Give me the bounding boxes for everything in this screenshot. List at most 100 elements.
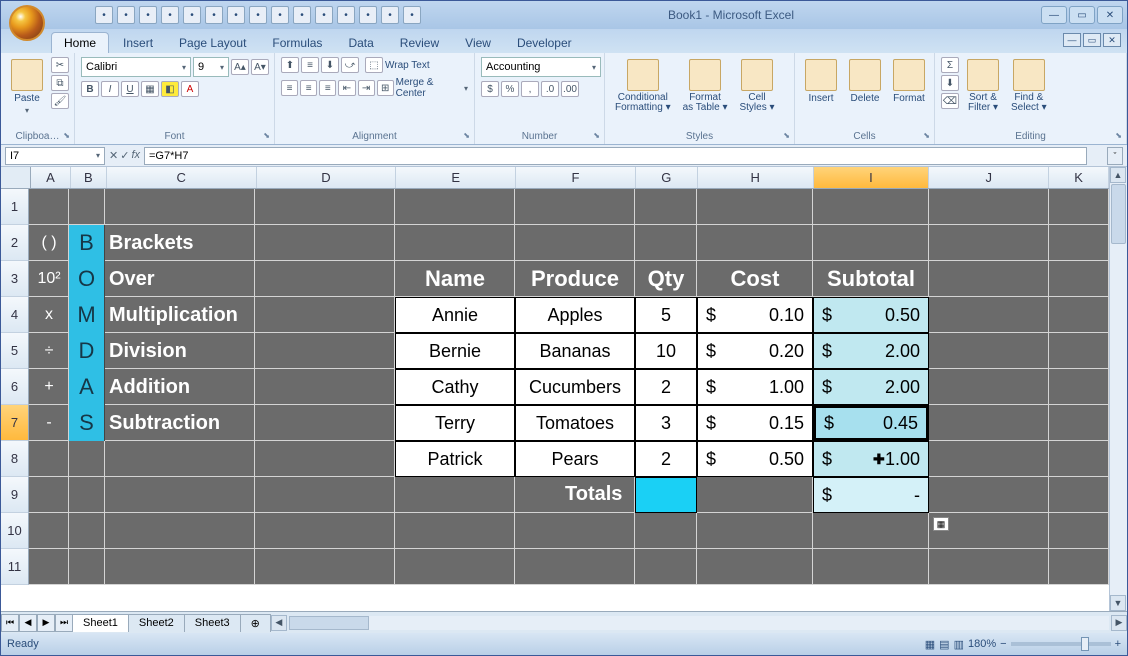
expand-formula-bar[interactable]: ˇ <box>1107 147 1123 165</box>
table-cell[interactable]: 10 <box>635 333 697 369</box>
orientation-icon[interactable]: ⤻ <box>341 57 359 73</box>
row-header-2[interactable]: 2 <box>1 225 29 261</box>
zoom-in-button[interactable]: + <box>1115 638 1121 650</box>
paste-icon[interactable]: • <box>249 6 267 24</box>
name-box[interactable]: I7▾ <box>5 147 105 165</box>
scroll-up-arrow[interactable]: ▲ <box>1110 167 1126 183</box>
row-header-8[interactable]: 8 <box>1 441 29 477</box>
table-cell[interactable]: $1.00 <box>697 369 813 405</box>
table-cell[interactable]: Bananas <box>515 333 635 369</box>
tab-review[interactable]: Review <box>388 33 451 53</box>
table-cell[interactable]: $1.00 <box>813 441 929 477</box>
indent-dec-icon[interactable]: ⇤ <box>338 80 355 96</box>
maximize-button[interactable]: ▭ <box>1069 6 1095 24</box>
minimize-button[interactable]: — <box>1041 6 1067 24</box>
row-header-7[interactable]: 7 <box>1 405 29 441</box>
cancel-formula-icon[interactable]: ✕ <box>109 149 118 162</box>
save-icon[interactable]: • <box>95 6 113 24</box>
row-header-11[interactable]: 11 <box>1 549 29 585</box>
mail-icon[interactable]: • <box>381 6 399 24</box>
view-normal-icon[interactable]: ▦ <box>925 638 935 651</box>
tab-view[interactable]: View <box>453 33 503 53</box>
print-icon[interactable]: • <box>161 6 179 24</box>
scroll-down-arrow[interactable]: ▼ <box>1110 595 1126 611</box>
col-header-D[interactable]: D <box>257 167 397 188</box>
chart-icon[interactable]: • <box>337 6 355 24</box>
zoom-slider[interactable] <box>1011 642 1111 646</box>
table-cell[interactable]: 5 <box>635 297 697 333</box>
table-cell[interactable]: Cathy <box>395 369 515 405</box>
format-painter-icon[interactable]: 🖌 <box>51 93 69 109</box>
col-header-G[interactable]: G <box>636 167 698 188</box>
select-all-corner[interactable] <box>1 167 31 188</box>
conditional-formatting-button[interactable]: ConditionalFormatting ▾ <box>611 57 675 115</box>
new-icon[interactable]: • <box>205 6 223 24</box>
table-cell[interactable]: $0.10 <box>697 297 813 333</box>
table-cell[interactable]: 3 <box>635 405 697 441</box>
hscroll-thumb[interactable] <box>289 616 369 630</box>
formula-bar[interactable]: =G7*H7 <box>144 147 1087 165</box>
sheet-last[interactable]: ⏭ <box>55 614 73 632</box>
increase-decimal-icon[interactable]: .0 <box>541 81 559 97</box>
eye-icon[interactable]: • <box>403 6 421 24</box>
table-cell[interactable]: 2 <box>635 441 697 477</box>
row-header-10[interactable]: 10 <box>1 513 29 549</box>
currency-icon[interactable]: $ <box>481 81 499 97</box>
decrease-decimal-icon[interactable]: .00 <box>561 81 579 97</box>
scroll-thumb[interactable] <box>1111 184 1126 244</box>
delete-cells-button[interactable]: Delete <box>845 57 885 106</box>
wb-close[interactable]: ✕ <box>1103 33 1121 47</box>
col-header-K[interactable]: K <box>1049 167 1109 188</box>
shrink-font-icon[interactable]: A▾ <box>251 59 269 75</box>
cut-icon[interactable]: ✂ <box>51 57 69 73</box>
fill-color-button[interactable]: ◧ <box>161 81 179 97</box>
tab-home[interactable]: Home <box>51 32 109 53</box>
sort-filter-button[interactable]: Sort &Filter ▾ <box>963 57 1003 115</box>
scroll-left-arrow[interactable]: ◀ <box>271 615 287 631</box>
grid[interactable]: ABCDEFGHIJK 1234567891011 ( )BBrackets10… <box>1 167 1109 611</box>
align-bottom-icon[interactable]: ⬇ <box>321 57 339 73</box>
font-color-button[interactable]: A <box>181 81 199 97</box>
sheet-tab-sheet3[interactable]: Sheet3 <box>184 614 241 632</box>
align-middle-icon[interactable]: ≡ <box>301 57 319 73</box>
number-format-select[interactable]: Accounting▾ <box>481 57 601 77</box>
merge-center-button[interactable]: ⊞Merge & Center▾ <box>377 77 468 99</box>
col-header-I[interactable]: I <box>814 167 930 188</box>
zoom-thumb[interactable] <box>1081 637 1089 651</box>
table-cell[interactable]: Cucumbers <box>515 369 635 405</box>
spell-icon[interactable]: • <box>293 6 311 24</box>
wb-minimize[interactable]: — <box>1063 33 1081 47</box>
indent-inc-icon[interactable]: ⇥ <box>358 80 375 96</box>
fill-icon[interactable]: ⬇ <box>941 75 959 91</box>
fx-icon[interactable]: fx <box>131 149 140 162</box>
wb-restore[interactable]: ▭ <box>1083 33 1101 47</box>
format-cells-button[interactable]: Format <box>889 57 929 106</box>
autofill-options-icon[interactable]: ▦ <box>933 517 949 531</box>
vertical-scrollbar[interactable]: ▲ ▼ <box>1109 167 1127 611</box>
format-as-table-button[interactable]: Formatas Table ▾ <box>679 57 732 115</box>
scroll-right-arrow[interactable]: ▶ <box>1111 615 1127 631</box>
sheet-tab-sheet1[interactable]: Sheet1 <box>72 614 129 632</box>
col-header-F[interactable]: F <box>516 167 636 188</box>
sort-icon[interactable]: • <box>315 6 333 24</box>
horizontal-scrollbar[interactable]: ◀ ▶ <box>271 615 1127 631</box>
percent-icon[interactable]: % <box>501 81 519 97</box>
sheet-first[interactable]: ⏮ <box>1 614 19 632</box>
tab-developer[interactable]: Developer <box>505 33 584 53</box>
wrap-text-button[interactable]: ⬚Wrap Text <box>365 57 430 73</box>
col-header-E[interactable]: E <box>396 167 516 188</box>
autosum-icon[interactable]: Σ <box>941 57 959 73</box>
sheet-tab-sheet2[interactable]: Sheet2 <box>128 614 185 632</box>
table-cell[interactable]: $2.00 <box>813 333 929 369</box>
copy-icon[interactable]: ⧉ <box>51 75 69 91</box>
totals-qty-cell[interactable] <box>635 477 697 513</box>
redo-icon[interactable]: • <box>139 6 157 24</box>
table-cell[interactable]: Terry <box>395 405 515 441</box>
font-size-select[interactable]: 9▾ <box>193 57 229 77</box>
view-layout-icon[interactable]: ▤ <box>939 638 949 651</box>
col-header-C[interactable]: C <box>107 167 257 188</box>
copy-icon[interactable]: • <box>227 6 245 24</box>
align-center-icon[interactable]: ≡ <box>300 80 317 96</box>
open-icon[interactable]: • <box>183 6 201 24</box>
enter-formula-icon[interactable]: ✓ <box>120 149 129 162</box>
